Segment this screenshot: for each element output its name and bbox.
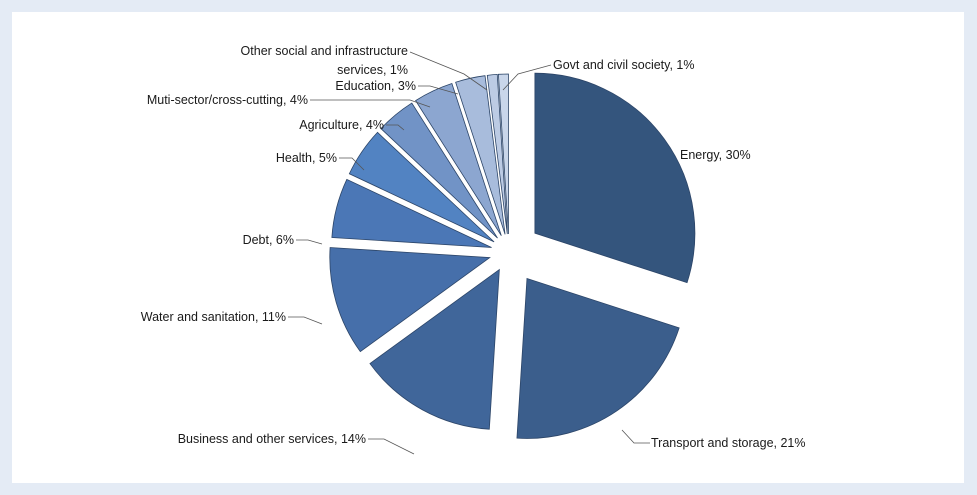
data-label-govt-and-civil-society: Govt and civil society, 1% [553, 58, 695, 72]
pie-slice-transport-and-storage [516, 277, 680, 439]
pie-slice-health [348, 131, 495, 243]
data-label-other-social-and-infrastructure-services: Other social and infrastructure services,… [241, 44, 408, 77]
data-label-agriculture: Agriculture, 4% [299, 118, 384, 132]
leader-line-water-and-sanitation [288, 316, 323, 325]
pie-slice-water-and-sanitation [329, 247, 491, 353]
data-label-transport-and-storage: Transport and storage, 21% [651, 436, 806, 450]
leader-line-health [339, 157, 365, 171]
leader-line-education [418, 85, 459, 95]
leader-line-transport-and-storage [621, 429, 650, 444]
data-label-energy: Energy, 30% [680, 148, 751, 162]
leader-line-govt-and-civil-society [502, 64, 552, 91]
leader-line-debt [296, 239, 323, 245]
data-label-health: Health, 5% [276, 151, 337, 165]
data-label-education: Education, 3% [335, 79, 416, 93]
pie-slice-other-social-and-infrastructure-services [486, 73, 508, 235]
pie-slice-business-and-other-services [369, 268, 500, 430]
data-label-water-and-sanitation: Water and sanitation, 11% [141, 310, 286, 324]
chart-area: Energy, 30% Transport and storage, 21% Bus… [12, 12, 964, 483]
pie-slice-govt-and-civil-society [497, 73, 509, 235]
pie-slice-debt [331, 178, 492, 248]
pie-slice-agriculture [380, 102, 498, 239]
leader-line-other-social-and-infrastructure-services [409, 51, 488, 91]
leader-line-business-and-other-services [368, 438, 415, 455]
data-label-business-and-other-services: Business and other services, 14% [178, 432, 366, 446]
pie-chart: Energy, 30% Transport and storage, 21% Bus… [141, 44, 806, 455]
data-label-debt: Debt, 6% [243, 233, 294, 247]
pie-slice-energy [534, 72, 696, 284]
leader-line-muti-sector-cross-cutting [310, 99, 431, 108]
data-label-muti-sector-cross-cutting: Muti-sector/cross-cutting, 4% [147, 93, 308, 107]
leader-line-agriculture [386, 124, 405, 131]
pie-slice-muti-sector-cross-cutting [415, 83, 502, 236]
